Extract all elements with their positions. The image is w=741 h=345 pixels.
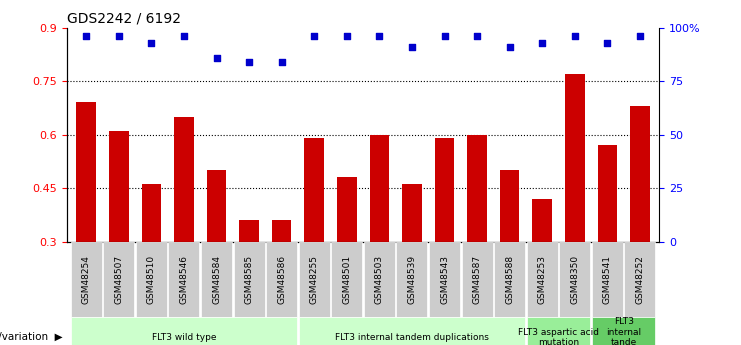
Text: FLT3 internal tandem duplications: FLT3 internal tandem duplications (335, 333, 489, 342)
Text: GSM48255: GSM48255 (310, 255, 319, 304)
Bar (533, 199, 552, 242)
Text: GSM48507: GSM48507 (114, 255, 123, 304)
Bar (207, 170, 226, 242)
Point (210, 55, 222, 60)
Text: GSM48546: GSM48546 (179, 255, 188, 304)
Text: GSM48543: GSM48543 (440, 255, 449, 304)
Bar (76, 102, 96, 242)
Point (504, 44, 516, 50)
Point (308, 33, 320, 39)
Text: GSM48586: GSM48586 (277, 255, 286, 304)
Text: GSM48252: GSM48252 (636, 255, 645, 304)
Point (80, 33, 92, 39)
Text: GSM48587: GSM48587 (473, 255, 482, 304)
Bar (468, 135, 487, 242)
Text: GSM48588: GSM48588 (505, 255, 514, 304)
Point (276, 59, 288, 65)
Point (536, 40, 548, 45)
Text: GSM48584: GSM48584 (212, 255, 221, 304)
Bar (239, 220, 259, 242)
Text: GSM48254: GSM48254 (82, 255, 90, 304)
Bar (402, 185, 422, 242)
Bar (337, 177, 356, 242)
Text: GSM48539: GSM48539 (408, 255, 416, 304)
Text: GSM48510: GSM48510 (147, 255, 156, 304)
Point (145, 40, 157, 45)
Text: FLT3 aspartic acid
mutation: FLT3 aspartic acid mutation (518, 327, 599, 345)
Text: GSM48541: GSM48541 (603, 255, 612, 304)
Point (471, 33, 483, 39)
Point (178, 33, 190, 39)
Point (113, 33, 124, 39)
Point (634, 33, 646, 39)
Text: FLT3
internal
tande
m dupli: FLT3 internal tande m dupli (606, 317, 641, 345)
Bar (272, 220, 291, 242)
Point (341, 33, 353, 39)
Bar (174, 117, 193, 242)
Bar (597, 145, 617, 242)
Bar (630, 106, 650, 241)
Text: GSM48585: GSM48585 (245, 255, 253, 304)
Text: GSM48501: GSM48501 (342, 255, 351, 304)
Point (373, 33, 385, 39)
Bar (370, 135, 389, 242)
Text: GDS2242 / 6192: GDS2242 / 6192 (67, 11, 181, 25)
Text: FLT3 wild type: FLT3 wild type (152, 333, 216, 342)
Text: GSM48253: GSM48253 (538, 255, 547, 304)
Point (569, 33, 581, 39)
Point (243, 59, 255, 65)
Bar (565, 74, 585, 242)
Text: GSM48503: GSM48503 (375, 255, 384, 304)
Text: GSM48350: GSM48350 (571, 255, 579, 304)
Point (439, 33, 451, 39)
Text: genotype/variation  ▶: genotype/variation ▶ (0, 332, 63, 342)
Bar (500, 170, 519, 242)
Point (602, 40, 614, 45)
Point (406, 44, 418, 50)
Bar (435, 138, 454, 241)
Bar (305, 138, 324, 241)
Bar (142, 185, 161, 242)
Bar (109, 131, 129, 241)
